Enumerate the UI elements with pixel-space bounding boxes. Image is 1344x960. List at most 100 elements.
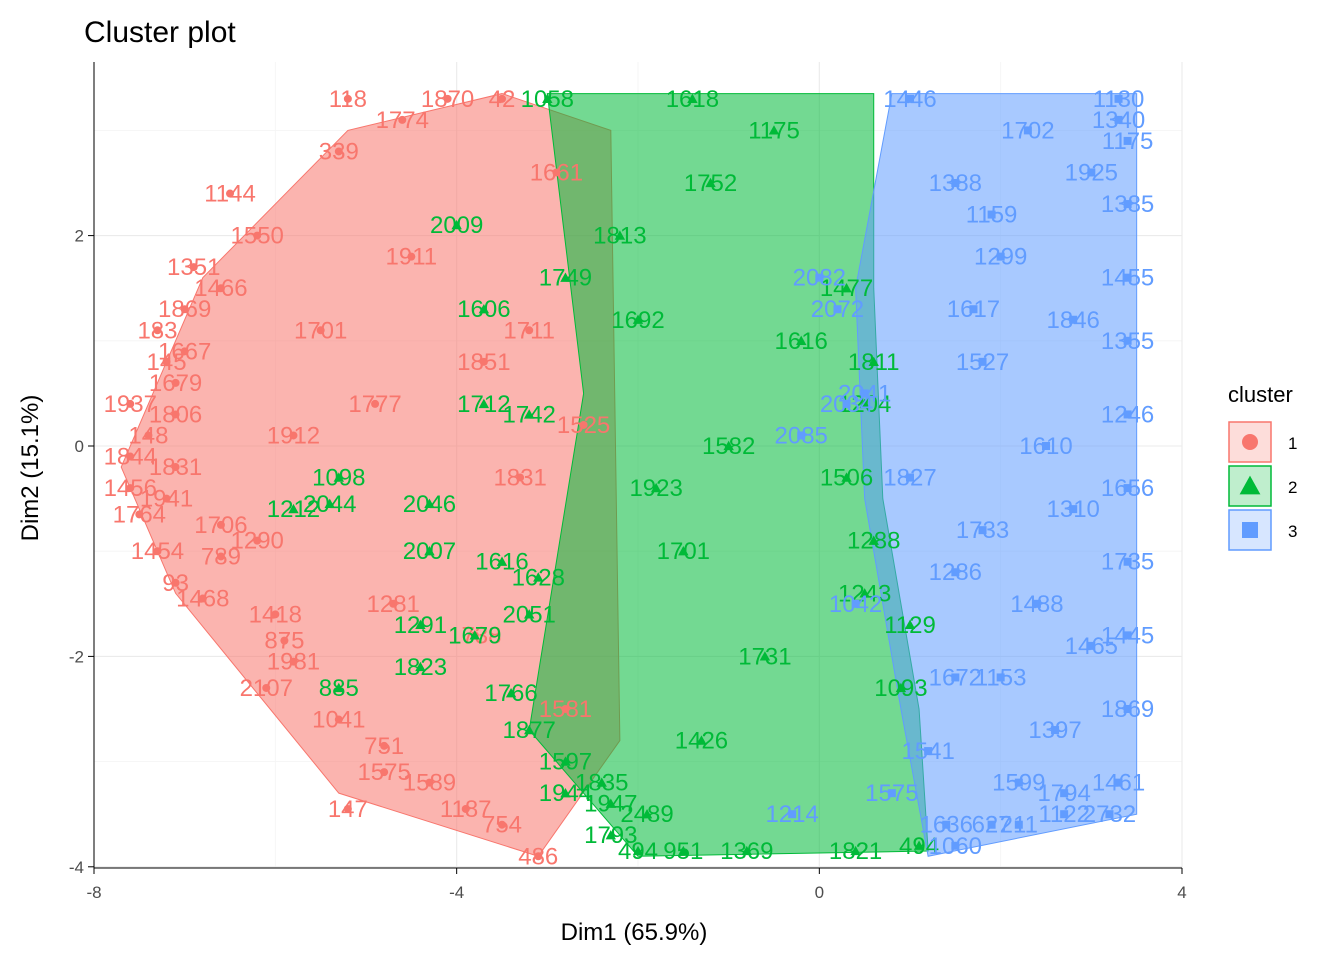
point-3-17	[942, 820, 951, 829]
point-label: 1456	[104, 475, 157, 502]
point-label: 1846	[1047, 307, 1100, 334]
point-2-4	[478, 398, 490, 409]
point-2-29	[850, 845, 861, 856]
point-label: 1445	[1101, 622, 1154, 649]
point-1-36	[461, 804, 470, 813]
point-label: 42	[489, 86, 516, 113]
x-axis-title: Dim1 (65.9%)	[561, 919, 708, 946]
point-2-40	[687, 93, 698, 103]
point-3-24	[833, 305, 842, 314]
point-2-44	[678, 546, 689, 556]
point-label: 1355	[1101, 328, 1154, 355]
point-2-19	[524, 724, 535, 735]
point-label: 2051	[503, 601, 556, 628]
y-tick-label: 2	[75, 227, 84, 246]
point-label: 1679	[149, 370, 202, 397]
point-label: 1731	[738, 643, 791, 670]
point-1-23	[216, 552, 225, 561]
point-label: 1446	[883, 86, 936, 113]
point-2-13	[415, 619, 426, 629]
legend-title: cluster	[1228, 382, 1293, 407]
point-label: 1122	[1038, 801, 1090, 828]
point-label: 1712	[457, 391, 510, 418]
point-1-4	[226, 189, 234, 198]
point-2-42	[632, 314, 644, 324]
point-1-27	[271, 610, 280, 619]
point-label: 875	[264, 628, 304, 655]
point-label: 1291	[394, 612, 447, 639]
point-label: 1981	[267, 649, 320, 676]
point-3-16	[987, 820, 996, 829]
point-3-26	[951, 179, 960, 187]
point-label: 1735	[1101, 549, 1154, 576]
point-1-14	[171, 410, 180, 419]
point-2-38	[841, 283, 852, 293]
point-1-18	[126, 484, 135, 493]
legend-marker-2	[1239, 475, 1261, 495]
point-label: 2082	[793, 265, 846, 292]
point-2-33	[859, 588, 870, 598]
point-2-3	[560, 272, 571, 282]
point-2-10	[424, 546, 435, 556]
point-1-32	[380, 741, 389, 750]
point-label: 2044	[303, 491, 356, 518]
point-3-2	[1114, 115, 1123, 124]
point-label: 148	[128, 422, 168, 449]
point-label: 1766	[484, 680, 537, 707]
point-3-47	[996, 673, 1005, 682]
point-label: 1701	[294, 317, 347, 344]
point-label: 1281	[367, 591, 420, 618]
point-label: 1246	[1101, 401, 1154, 428]
point-2-34	[868, 535, 879, 545]
point-1-35	[343, 804, 352, 813]
point-label: 2489	[620, 801, 673, 828]
point-2-49	[650, 482, 662, 493]
y-tick-label: -2	[69, 647, 84, 666]
point-1-30	[262, 683, 271, 692]
point-2-46	[696, 735, 707, 745]
point-1-11	[162, 357, 171, 366]
point-3-46	[906, 473, 914, 482]
point-label: 1679	[448, 622, 501, 649]
y-axis-title: Dim2 (15.1%)	[17, 395, 44, 542]
point-label: 1774	[376, 107, 429, 134]
point-2-8	[424, 498, 435, 509]
point-label: 1477	[820, 275, 873, 302]
point-1-13	[126, 399, 135, 408]
point-3-30	[978, 526, 987, 535]
point-2-47	[796, 335, 807, 345]
point-3-11	[1123, 705, 1132, 713]
point-label: 1042	[829, 591, 882, 618]
point-label: 1426	[675, 728, 728, 755]
point-label: 885	[319, 675, 359, 702]
point-label: 1153	[975, 664, 1027, 691]
point-1-48	[371, 399, 380, 408]
point-label: 1869	[158, 296, 211, 323]
point-3-7	[1123, 410, 1132, 419]
point-label: 1733	[956, 517, 1009, 544]
point-1-41	[516, 473, 525, 482]
point-label: 2041	[838, 380, 891, 407]
point-label: 1397	[1028, 717, 1081, 744]
point-label: 494	[618, 838, 658, 865]
chart-title: Cluster plot	[84, 16, 236, 49]
point-label: 1575	[357, 759, 410, 786]
point-1-45	[579, 420, 588, 429]
point-label: 1488	[1010, 591, 1063, 618]
point-1-34	[425, 778, 434, 787]
point-1-29	[289, 657, 298, 666]
point-1-38	[534, 852, 543, 861]
point-label: 1636	[920, 812, 973, 839]
point-label: 627	[972, 812, 1012, 839]
point-label: 1806	[149, 401, 202, 428]
point-3-22	[842, 399, 851, 408]
point-label: 1672	[929, 664, 982, 691]
point-3-43	[969, 305, 978, 314]
point-label: 1925	[1065, 159, 1118, 186]
point-2-39	[705, 177, 716, 188]
point-label: 1159	[966, 202, 1018, 229]
point-3-23	[815, 273, 824, 282]
point-2-30	[913, 840, 925, 850]
point-2-25	[605, 830, 616, 840]
point-label: 1869	[1101, 696, 1154, 723]
